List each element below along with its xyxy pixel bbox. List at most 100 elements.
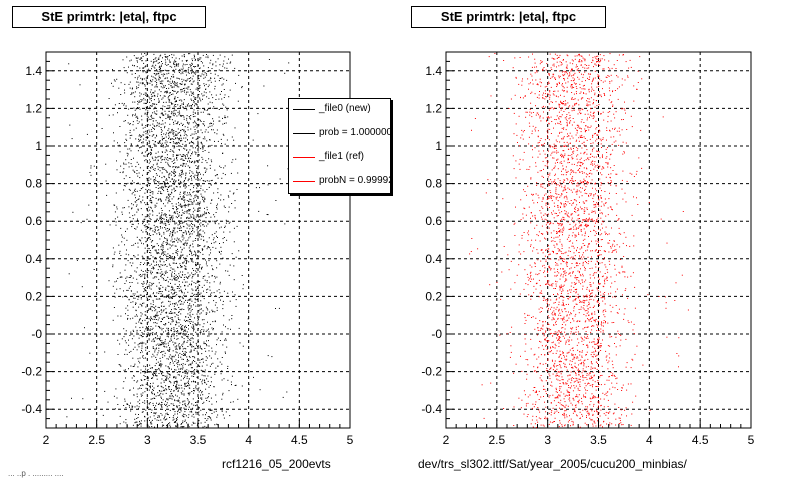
scatter-point — [174, 98, 176, 100]
scatter-point — [188, 408, 189, 410]
scatter-point — [199, 219, 201, 221]
scatter-point — [156, 419, 158, 421]
scatter-point — [188, 299, 190, 301]
scatter-point — [177, 276, 178, 277]
scatter-point — [149, 98, 151, 100]
scatter-point — [180, 176, 182, 178]
scatter-point — [145, 231, 147, 233]
scatter-point — [142, 371, 144, 373]
scatter-point — [132, 218, 134, 220]
scatter-point — [563, 321, 565, 323]
scatter-point — [145, 94, 146, 96]
scatter-point — [599, 91, 600, 93]
scatter-point — [183, 319, 185, 321]
scatter-point — [147, 110, 149, 112]
scatter-point — [145, 72, 147, 74]
scatter-point — [153, 371, 155, 373]
scatter-point — [167, 182, 168, 184]
scatter-point — [217, 75, 219, 77]
scatter-point — [189, 198, 191, 200]
scatter-point — [566, 86, 568, 88]
scatter-point — [165, 385, 167, 387]
scatter-point — [219, 54, 221, 56]
scatter-point — [183, 180, 185, 182]
scatter-point — [164, 63, 166, 65]
scatter-point — [206, 364, 208, 366]
scatter-point — [152, 389, 154, 390]
scatter-point — [142, 174, 143, 176]
scatter-point — [184, 201, 185, 203]
scatter-point — [151, 196, 153, 198]
scatter-point — [571, 179, 573, 181]
scatter-point — [548, 74, 550, 76]
scatter-point — [189, 303, 191, 305]
scatter-point — [132, 329, 134, 331]
scatter-point — [203, 298, 205, 300]
scatter-point — [161, 329, 163, 331]
scatter-point — [184, 354, 186, 356]
scatter-point — [597, 166, 599, 168]
scatter-point — [176, 167, 178, 169]
scatter-point — [156, 347, 157, 349]
scatter-point — [187, 239, 189, 241]
scatter-point — [201, 365, 203, 367]
scatter-point — [191, 309, 193, 310]
scatter-point — [181, 344, 183, 346]
scatter-point — [156, 73, 158, 75]
scatter-point — [134, 214, 136, 216]
scatter-point — [185, 204, 187, 206]
scatter-point — [160, 321, 162, 323]
scatter-point — [217, 365, 219, 367]
scatter-point — [132, 306, 134, 308]
scatter-point — [575, 83, 577, 85]
scatter-point — [161, 185, 163, 187]
scatter-point — [164, 271, 166, 273]
scatter-point — [191, 231, 192, 232]
scatter-point — [567, 143, 569, 145]
scatter-point — [174, 71, 176, 73]
scatter-point — [203, 65, 205, 67]
scatter-point — [200, 61, 202, 62]
scatter-point — [210, 81, 212, 83]
scatter-point — [549, 94, 551, 96]
scatter-point — [167, 164, 169, 166]
scatter-point — [157, 335, 158, 337]
scatter-point — [138, 295, 140, 297]
scatter-point — [190, 320, 192, 322]
scatter-point — [227, 328, 229, 330]
scatter-point — [181, 426, 183, 427]
scatter-point — [148, 118, 150, 120]
scatter-point — [164, 95, 166, 97]
scatter-point — [156, 313, 158, 315]
scatter-point — [169, 131, 171, 133]
scatter-point — [166, 412, 168, 414]
scatter-point — [178, 288, 180, 289]
scatter-point — [173, 62, 175, 64]
scatter-point — [149, 385, 151, 387]
scatter-point — [153, 387, 155, 389]
scatter-point — [174, 238, 176, 240]
scatter-point — [160, 123, 162, 125]
scatter-point — [176, 322, 178, 324]
scatter-point — [175, 82, 177, 84]
scatter-point — [184, 187, 186, 189]
scatter-point — [126, 296, 128, 298]
scatter-point — [194, 59, 196, 61]
scatter-point — [108, 280, 110, 282]
scatter-point — [194, 361, 196, 362]
scatter-point — [131, 338, 133, 340]
scatter-point — [588, 218, 590, 220]
scatter-point — [171, 119, 173, 121]
scatter-point — [156, 369, 158, 371]
scatter-point — [140, 393, 142, 395]
scatter-point — [175, 142, 177, 144]
scatter-point — [199, 216, 201, 218]
scatter-point — [209, 311, 211, 313]
scatter-point — [556, 232, 558, 234]
scatter-point — [201, 319, 203, 321]
scatter-point — [178, 346, 180, 348]
scatter-point — [168, 173, 170, 175]
scatter-point — [145, 159, 147, 161]
scatter-point — [570, 75, 572, 77]
scatter-point — [173, 86, 175, 88]
